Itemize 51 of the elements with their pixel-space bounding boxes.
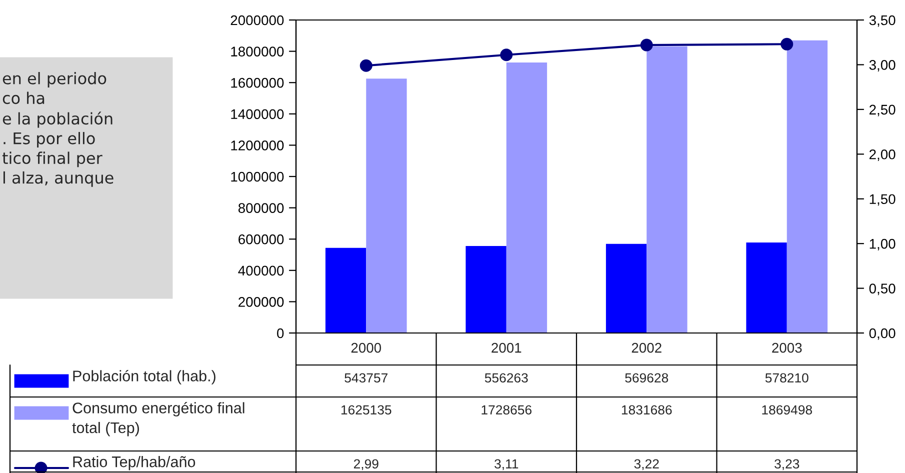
bar — [646, 46, 688, 333]
y2-tick-label: 2,00 — [870, 149, 896, 161]
text: 1831686 — [622, 405, 672, 415]
text: 3,23 — [774, 459, 800, 470]
point — [640, 38, 653, 52]
y-tick-label: 1000000 — [231, 172, 284, 182]
y-tick-label: 2000000 — [230, 15, 284, 26]
text: 1625135 — [341, 405, 392, 415]
text: 1869498 — [762, 405, 812, 415]
text: en el periodo co ha e la población . Es por ello tico final per l alza, aunque — [2, 72, 114, 187]
y-tick-label: 800000 — [238, 203, 284, 213]
bar — [506, 62, 548, 333]
y-tick-label: 1800000 — [231, 46, 284, 56]
x-tick-label: 2003 — [772, 342, 802, 353]
legend-label: Población total (hab.) — [73, 370, 216, 384]
text: 2,99 — [354, 459, 378, 470]
text: 3,11 — [494, 459, 518, 470]
text: 556263 — [484, 373, 528, 383]
text: 543757 — [344, 373, 388, 383]
point — [780, 38, 794, 50]
y-tick-label: 1200000 — [231, 140, 284, 150]
legend-label: Ratio Tep/hab/año — [73, 456, 196, 470]
x-tick-label: 2002 — [632, 342, 662, 353]
x-tick-label: 2000 — [351, 342, 382, 353]
x-tick-label: 2001 — [492, 342, 522, 353]
y2-tick-label: 2,50 — [870, 104, 896, 116]
y2-tick-label: 1,00 — [870, 238, 896, 250]
y-tick-label: 200000 — [238, 297, 284, 307]
y2-tick-label: 3,50 — [869, 15, 896, 27]
bar — [606, 244, 647, 333]
y-tick-label: 1600000 — [231, 78, 284, 88]
text: 1728656 — [482, 405, 532, 415]
bar — [786, 40, 828, 333]
y2-tick-label: 0,50 — [869, 284, 896, 296]
bar — [466, 246, 506, 333]
point — [360, 59, 372, 72]
y-tick-label: 400000 — [238, 266, 284, 276]
y-tick-label: 0 — [277, 328, 284, 338]
bar — [746, 242, 787, 333]
y-tick-label: 600000 — [238, 234, 284, 244]
text: 578210 — [765, 373, 808, 383]
point — [500, 48, 513, 62]
y-tick-label: 1400000 — [231, 109, 284, 120]
text: 3,22 — [634, 459, 659, 470]
bar — [325, 248, 366, 333]
y2-tick-label: 1,50 — [870, 194, 896, 206]
y2-tick-label: 3,00 — [869, 60, 896, 72]
legend-label: Consumo energético final total (Tep) — [72, 402, 244, 436]
bar — [366, 78, 407, 333]
y2-tick-label: 0,00 — [869, 328, 896, 340]
text: 569628 — [625, 373, 668, 383]
